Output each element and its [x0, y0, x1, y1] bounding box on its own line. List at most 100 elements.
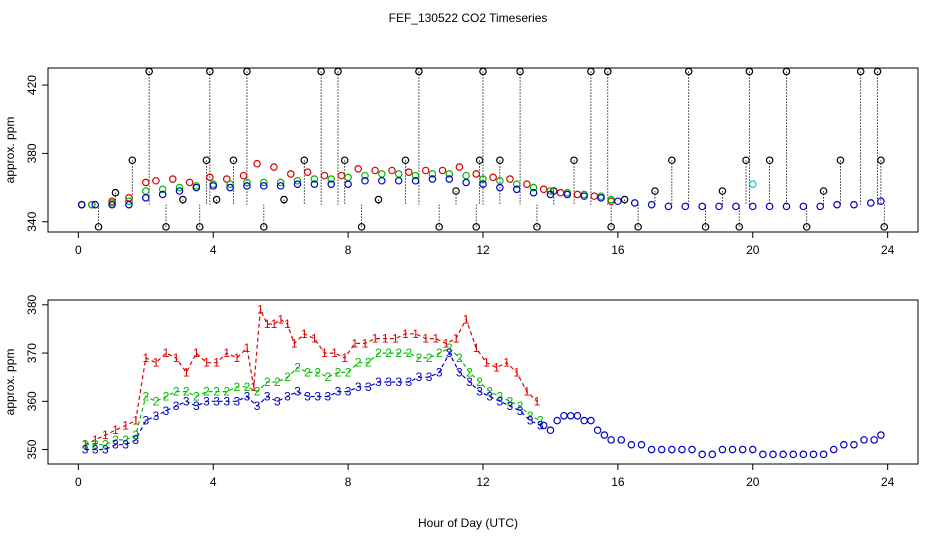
data-point	[799, 202, 808, 211]
data-point	[748, 180, 757, 188]
data-point	[310, 175, 319, 183]
data-point-label: 2	[122, 433, 129, 447]
data-point-label: 2	[517, 399, 524, 413]
y-tick-label: 360	[25, 391, 39, 411]
data-point-label: 1	[301, 327, 308, 341]
top-panel-ylabel: approx. ppm	[3, 117, 17, 184]
data-point-label: 1	[311, 332, 318, 346]
data-point-label: 2	[92, 438, 99, 452]
data-point-label: 3	[355, 380, 362, 394]
data-point-label: 1	[362, 336, 369, 350]
data-point	[293, 176, 302, 185]
data-point	[361, 171, 369, 180]
data-point	[563, 190, 572, 199]
data-point	[357, 223, 366, 231]
data-point	[856, 67, 865, 76]
y-tick-label: 340	[25, 211, 39, 231]
data-point-label: 2	[365, 356, 372, 370]
data-point-label: 1	[271, 317, 278, 331]
data-point	[128, 156, 137, 165]
data-point-label: 2	[183, 385, 190, 399]
data-point	[836, 156, 845, 165]
data-point	[415, 67, 423, 76]
data-point	[748, 445, 757, 454]
data-point-label: 2	[284, 370, 291, 384]
data-point	[435, 223, 443, 231]
data-point-label: 2	[426, 351, 433, 365]
x-tick-label: 20	[746, 243, 760, 257]
data-point-label: 3	[304, 389, 311, 403]
data-point-label: 3	[405, 375, 412, 389]
data-point	[684, 67, 693, 76]
data-point-label: 3	[244, 389, 251, 403]
data-point	[141, 187, 150, 195]
data-point-label: 2	[335, 365, 342, 379]
data-point	[489, 173, 497, 182]
data-point	[229, 156, 238, 165]
x-tick-label: 24	[881, 243, 895, 257]
data-point	[243, 67, 251, 76]
data-point-label: 1	[102, 428, 109, 442]
data-point	[472, 170, 481, 178]
data-point-label: 1	[257, 303, 264, 317]
data-point	[647, 445, 656, 454]
data-point-label: 2	[345, 365, 352, 379]
data-point-label: 2	[385, 346, 392, 360]
data-point	[782, 67, 791, 76]
data-point-label: 3	[274, 394, 281, 408]
data-point-label: 3	[102, 443, 109, 457]
data-point	[607, 436, 615, 444]
data-point	[209, 182, 218, 190]
data-point-label: 2	[497, 389, 504, 403]
data-point	[445, 175, 454, 183]
data-point	[664, 202, 673, 211]
data-point	[270, 163, 278, 171]
data-point	[570, 156, 578, 165]
data-point	[253, 159, 261, 168]
data-point-label: 3	[193, 399, 200, 413]
data-point	[192, 183, 201, 192]
data-point-label: 3	[132, 433, 139, 447]
data-point-label: 1	[513, 365, 520, 379]
data-point	[603, 67, 612, 76]
data-point	[378, 170, 386, 178]
x-tick-label: 8	[345, 243, 352, 257]
data-point-label: 3	[233, 394, 240, 408]
data-point-label: 3	[456, 365, 463, 379]
data-point-label: 3	[223, 394, 230, 408]
data-point	[759, 450, 767, 459]
data-point-label: 1	[412, 327, 419, 341]
data-point	[523, 180, 531, 188]
x-tick-label: 16	[611, 243, 625, 257]
data-point	[354, 164, 363, 173]
data-point-label: 3	[486, 389, 493, 403]
data-point-label: 2	[446, 341, 453, 355]
data-point-label: 1	[523, 385, 530, 399]
data-point	[300, 156, 309, 165]
data-point-label: 1	[503, 356, 510, 370]
data-point-label: 3	[92, 443, 99, 457]
data-point	[202, 156, 211, 165]
bottom-panel-frame	[47, 299, 919, 465]
data-point	[668, 156, 676, 165]
data-point-label: 3	[416, 370, 423, 384]
y-tick-label: 350	[25, 439, 39, 459]
data-point-label: 2	[82, 438, 89, 452]
series-line	[85, 351, 541, 451]
data-point	[533, 223, 541, 231]
data-point-label: 2	[233, 380, 240, 394]
data-point	[479, 67, 487, 76]
data-point-label: 3	[446, 346, 453, 360]
data-point-label: 2	[456, 351, 463, 365]
data-point-label: 2	[274, 375, 281, 389]
data-point	[560, 411, 568, 420]
data-point	[320, 171, 329, 180]
data-point	[566, 411, 575, 420]
data-point-label: 1	[463, 312, 470, 326]
data-point	[260, 178, 268, 187]
data-point-label: 2	[537, 414, 544, 428]
data-point	[276, 182, 285, 190]
data-point	[401, 156, 410, 165]
data-point	[344, 173, 352, 182]
